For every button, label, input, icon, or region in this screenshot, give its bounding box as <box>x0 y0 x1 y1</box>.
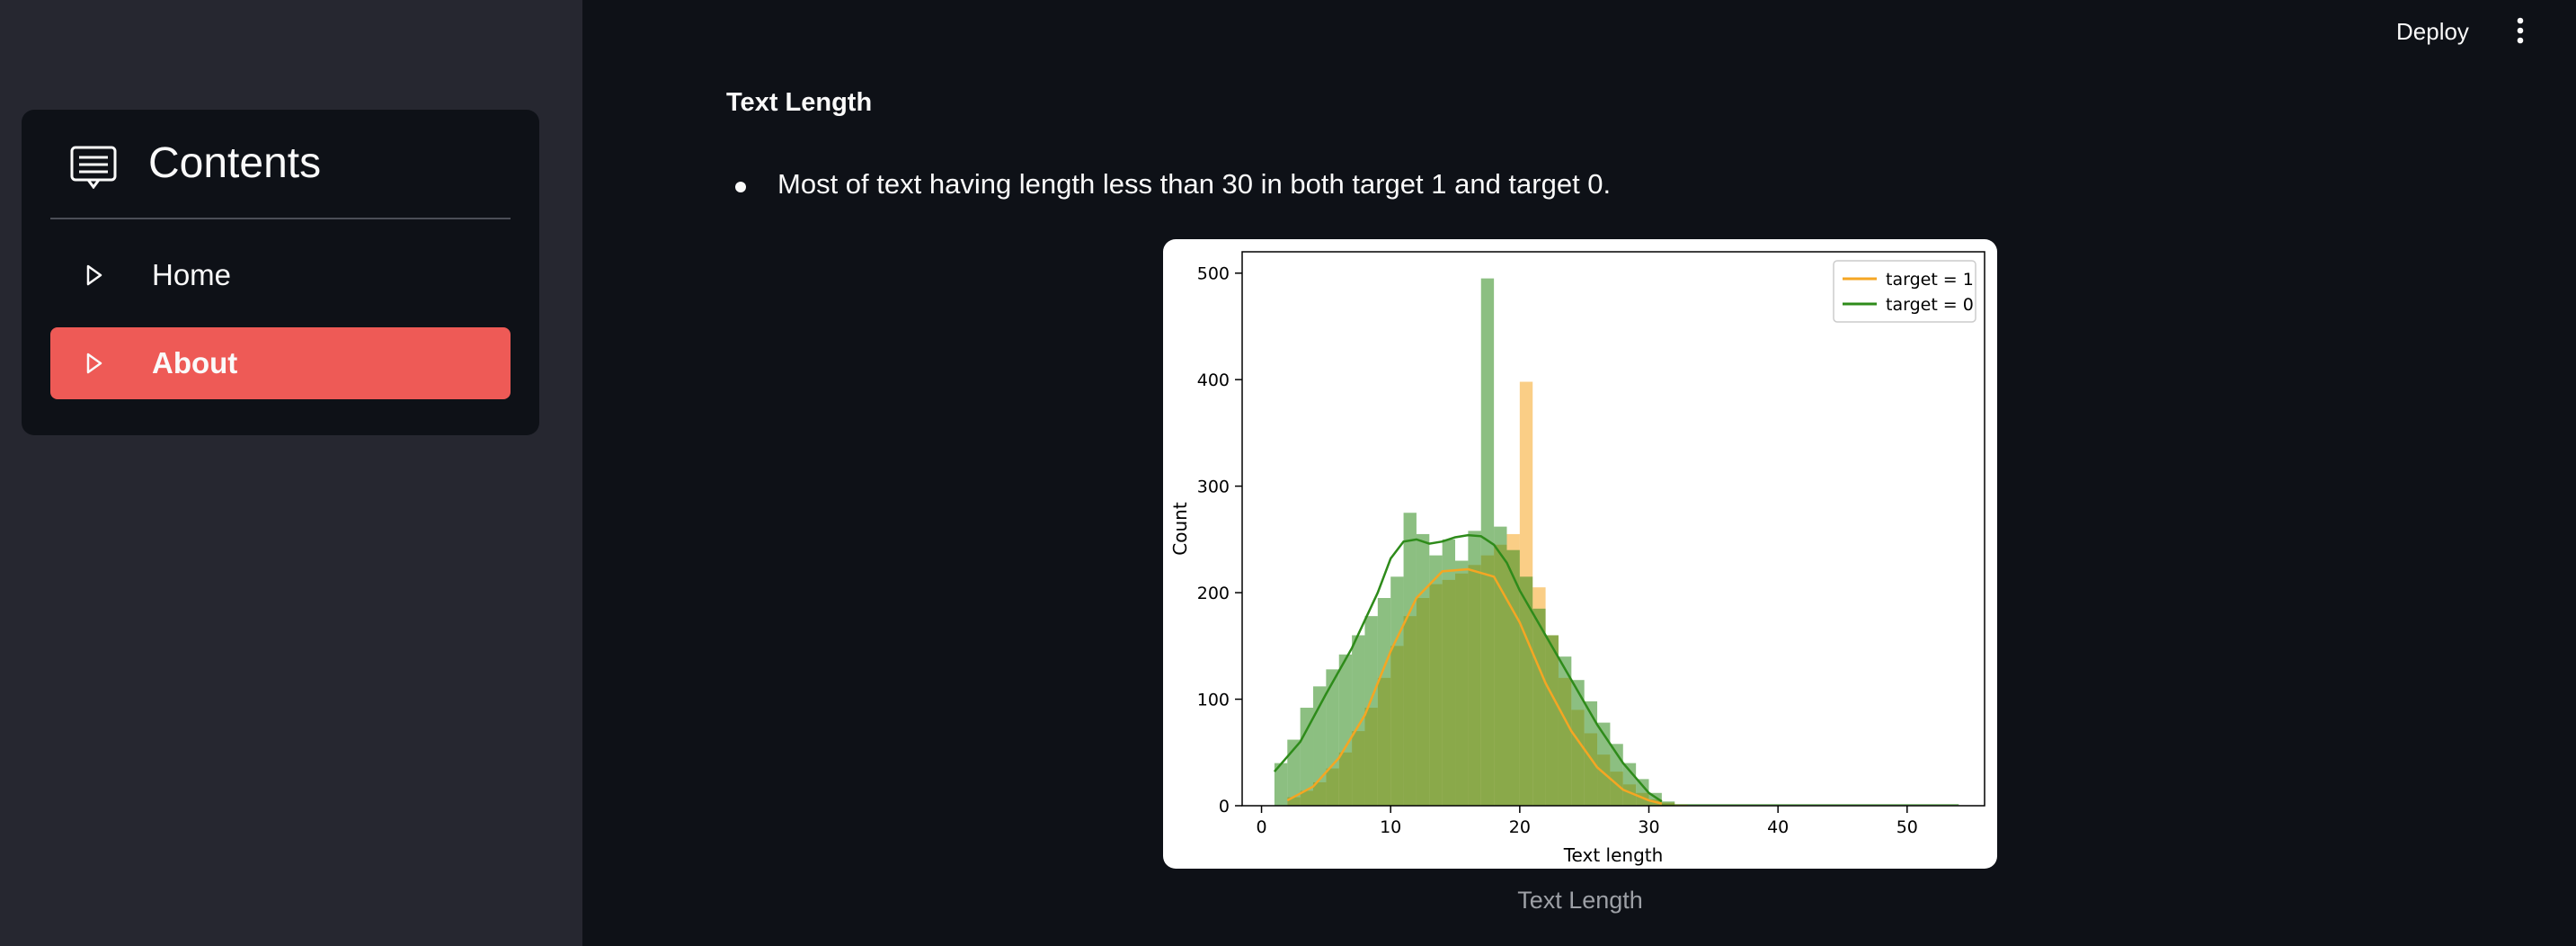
sidebar-item-label: Home <box>152 258 232 291</box>
y-tick-label: 100 <box>1197 691 1230 710</box>
histogram-bar <box>1326 669 1339 806</box>
histogram-bar <box>1442 539 1456 806</box>
histogram-bar <box>1455 560 1469 806</box>
histogram-bar <box>1480 278 1495 807</box>
deploy-button[interactable]: Deploy <box>2396 18 2469 45</box>
play-triangle-icon <box>86 264 102 286</box>
histogram-bar <box>1661 801 1675 806</box>
histogram-bar <box>1494 526 1507 806</box>
histogram-bar <box>1506 549 1520 806</box>
x-tick-label: 0 <box>1257 817 1267 837</box>
x-tick-label: 50 <box>1896 817 1918 837</box>
histogram-bar <box>1519 576 1533 806</box>
y-tick-label: 300 <box>1197 477 1230 497</box>
histogram-bar <box>1584 701 1598 806</box>
histogram-bar <box>1597 722 1611 806</box>
sidebar-item-label: About <box>152 346 238 379</box>
play-triangle-icon <box>86 353 102 374</box>
bullet-marker <box>735 182 746 192</box>
histogram-bar <box>1274 763 1288 806</box>
histogram-bar <box>1429 555 1443 806</box>
x-tick-label: 40 <box>1767 817 1789 837</box>
legend-label: target = 1 <box>1886 270 1974 290</box>
sidebar: Contents Home About <box>0 0 582 946</box>
x-axis-label: Text length <box>1563 844 1664 866</box>
histogram-bar <box>1352 635 1365 806</box>
histogram-bar <box>1390 576 1404 806</box>
histogram-bar <box>1416 533 1430 806</box>
x-tick-label: 20 <box>1509 817 1531 837</box>
plot-frame <box>1241 251 1985 807</box>
legend-label: target = 0 <box>1886 295 1974 315</box>
histogram-bar <box>1287 739 1301 806</box>
histogram-bar <box>1571 680 1585 806</box>
sidebar-item-about[interactable]: About <box>50 327 511 399</box>
y-axis-label: Count <box>1169 502 1191 556</box>
histogram-bar <box>1468 531 1481 806</box>
menu-divider <box>50 218 511 219</box>
histogram-bar <box>1545 635 1559 806</box>
y-tick-label: 400 <box>1197 370 1230 390</box>
legend-box <box>1833 260 1976 323</box>
bullet-text: Most of text having length less than 30 … <box>777 168 1612 200</box>
histogram-bar <box>1338 654 1353 806</box>
menu-list-icon <box>70 146 117 189</box>
sidebar-item-home[interactable]: Home <box>50 239 511 311</box>
menu-title: Contents <box>148 139 322 187</box>
y-tick-label: 0 <box>1219 797 1230 817</box>
histogram-bar <box>1300 708 1314 806</box>
histogram-bar <box>1532 608 1546 806</box>
histogram-bar <box>1403 513 1417 806</box>
chart-caption: Text Length <box>1517 887 1643 914</box>
y-tick-label: 200 <box>1197 584 1230 603</box>
histogram-bar <box>1558 656 1572 806</box>
x-tick-label: 10 <box>1380 817 1401 837</box>
kde-line <box>1286 567 1663 805</box>
chart-card: 0 10 20 30 40 50 0 100 200 300 400 500 Text length Co… <box>1163 239 1997 869</box>
histogram-bar <box>1377 598 1391 806</box>
navigation-menu: Contents Home About <box>22 110 539 435</box>
y-tick-label: 500 <box>1197 264 1230 284</box>
page-heading: Text Length <box>726 88 873 117</box>
histogram-bar <box>1364 616 1378 806</box>
kebab-menu-icon[interactable] <box>2511 16 2529 45</box>
x-tick-label: 30 <box>1638 817 1659 837</box>
kde-line <box>1273 533 1663 803</box>
